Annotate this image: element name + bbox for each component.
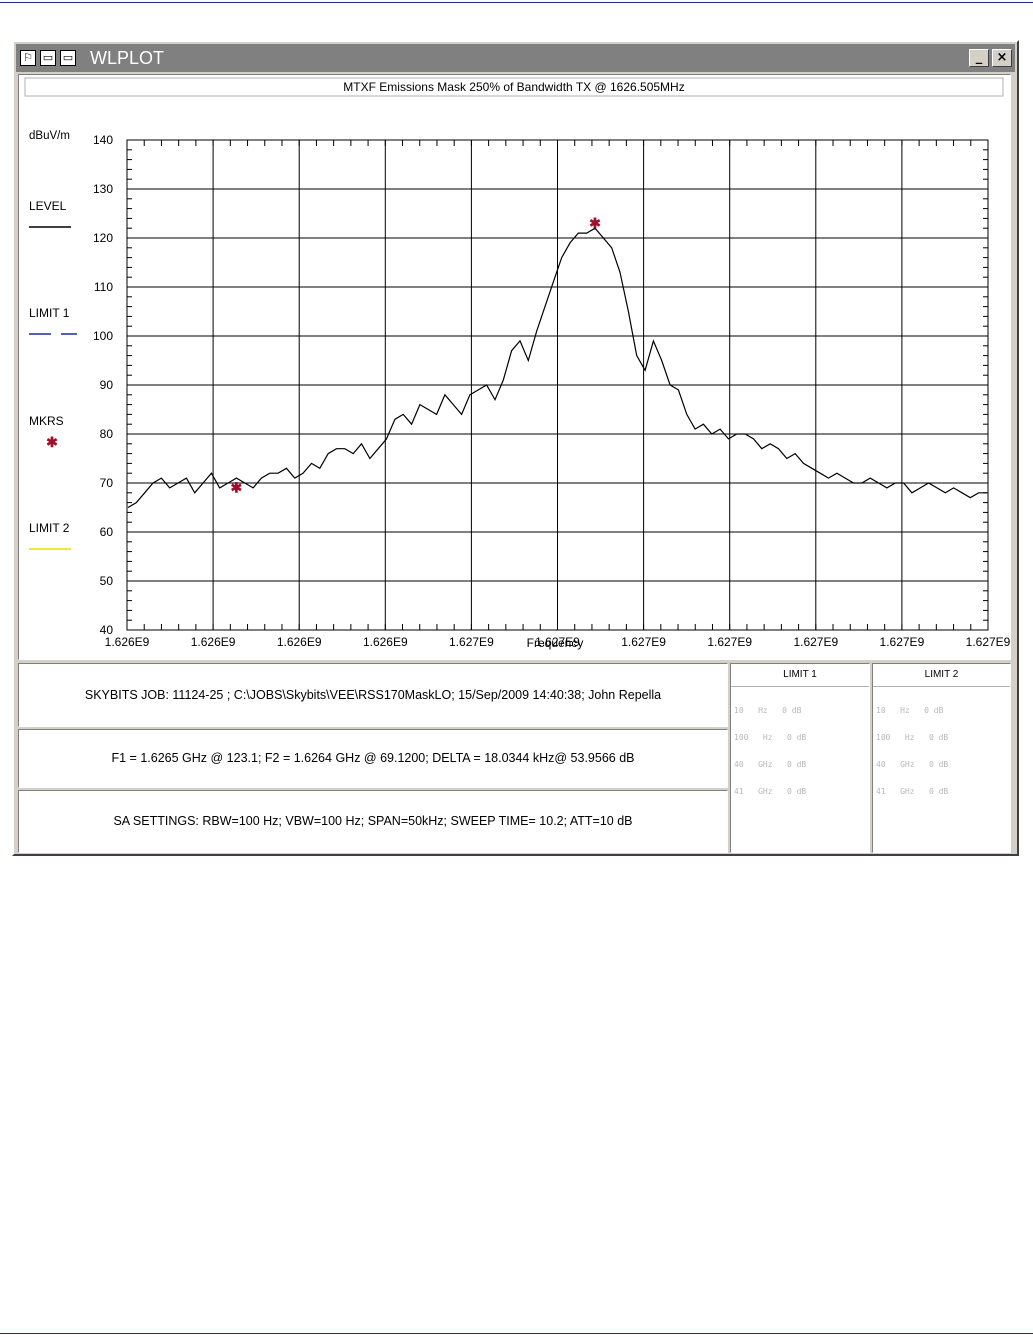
limit2-title: LIMIT 2 [873,664,1010,687]
legend-label: MKRS [29,414,64,428]
legend-label: LIMIT 1 [29,306,70,320]
limit1-row: 10 Hz 0 dB [734,706,802,715]
app-icon[interactable]: ⚐ [20,50,36,66]
y-tick-label: 130 [93,182,113,196]
plot-title-box [24,77,1004,97]
plot-grid [126,139,989,631]
y-tick-label: 60 [100,525,114,539]
x-tick-label: 1.626E9 [105,635,150,649]
legend-label: LEVEL [29,199,67,213]
limit1-row: 100 Hz 0 dB [734,733,807,742]
y-tick-label: 90 [100,378,114,392]
x-tick-label: 1.627E9 [793,635,838,649]
marker-layer: ✱✱ [231,215,602,496]
x-tick-label: 1.626E9 [363,635,408,649]
minimize-button[interactable]: _ [969,49,989,67]
wlplot-window: ⚐ ▭ ▭ WLPLOT _ × MTXF Emissions Mask 250… [12,40,1019,856]
y-tick-label: 140 [93,133,113,147]
y-tick-labels: 40 50 60 70 80 90 100 110 120 130 140 [93,133,113,637]
marker-star: ✱ [231,479,243,495]
x-tick-label: 1.627E9 [621,635,666,649]
x-tick-label: 1.626E9 [277,635,322,649]
y-tick-label: 100 [93,329,113,343]
spectrum-chart: MTXF Emissions Mask 250% of Bandwidth TX… [24,77,1011,650]
marker-star: ✱ [589,215,601,231]
y-tick-label: 80 [100,427,114,441]
window-title: WLPLOT [90,48,165,68]
limit2-row: 100 Hz 0 dB [876,733,949,742]
y-tick-label: 50 [100,574,114,588]
plot-title: MTXF Emissions Mask 250% of Bandwidth TX… [343,80,684,94]
series-line-level [127,227,987,509]
limit1-row: 40 GHz 0 dB [734,760,807,769]
y-tick-label: 40 [100,623,114,637]
settings-info-text: SA SETTINGS: RBW=100 Hz; VBW=100 Hz; SPA… [113,814,633,828]
legend: LEVEL LIMIT 1 MKRS ✱ LIMIT 2 [29,199,77,550]
marker-info-text: F1 = 1.6265 GHz @ 123.1; F2 = 1.6264 GHz… [111,751,635,765]
x-tick-label: 1.627E9 [966,635,1010,649]
page-bottom-rule [0,1333,1033,1334]
window-icon-2[interactable]: ▭ [60,50,76,66]
x-axis-label: Frequency [527,636,584,650]
window-icon[interactable]: ▭ [40,50,56,66]
x-tick-label: 1.626E9 [191,635,236,649]
limit1-table: LIMIT 1 10 Hz 0 dB 100 Hz 0 dB 40 GHz 0 … [730,663,870,853]
y-unit-label: dBuV/m [29,130,70,142]
job-info-cell: SKYBITS JOB: 11124-25 ; C:\JOBS\Skybits\… [18,663,728,727]
limit2-row: 41 GHz 0 dB [876,787,949,796]
limit2-row: 40 GHz 0 dB [876,760,949,769]
y-tick-label: 70 [100,476,114,490]
plot-panel: MTXF Emissions Mask 250% of Bandwidth TX… [18,74,1011,660]
close-button[interactable]: × [992,49,1012,67]
y-tick-label: 120 [93,231,113,245]
page-top-rule [0,2,1033,3]
x-tick-label: 1.627E9 [535,635,580,649]
limit1-title: LIMIT 1 [731,664,869,687]
job-info-text: SKYBITS JOB: 11124-25 ; C:\JOBS\Skybits\… [84,688,662,702]
marker-info-cell: F1 = 1.6265 GHz @ 123.1; F2 = 1.6264 GHz… [18,729,728,788]
title-bar[interactable]: ⚐ ▭ ▭ WLPLOT _ × [16,44,1015,72]
series-layer [127,227,987,509]
y-tick-label: 110 [94,280,113,294]
limit2-rows: 10 Hz 0 dB 100 Hz 0 dB 40 GHz 0 dB 41 GH… [876,688,948,814]
x-tick-label: 1.627E9 [707,635,752,649]
x-tick-label: 1.627E9 [449,635,494,649]
limit1-rows: 10 Hz 0 dB 100 Hz 0 dB 40 GHz 0 dB 41 GH… [734,688,806,814]
legend-swatch-star: ✱ [46,434,58,450]
x-tick-label: 1.627E9 [880,635,925,649]
limit2-row: 10 Hz 0 dB [876,706,944,715]
limit1-row: 41 GHz 0 dB [734,787,807,796]
settings-info-cell: SA SETTINGS: RBW=100 Hz; VBW=100 Hz; SPA… [18,790,728,853]
legend-label: LIMIT 2 [29,521,70,535]
x-tick-labels: 1.626E9 1.626E9 1.626E9 1.626E9 1.627E9 1.627… [105,635,1011,649]
limit2-table: LIMIT 2 10 Hz 0 dB 100 Hz 0 dB 40 GHz 0 … [872,663,1011,853]
